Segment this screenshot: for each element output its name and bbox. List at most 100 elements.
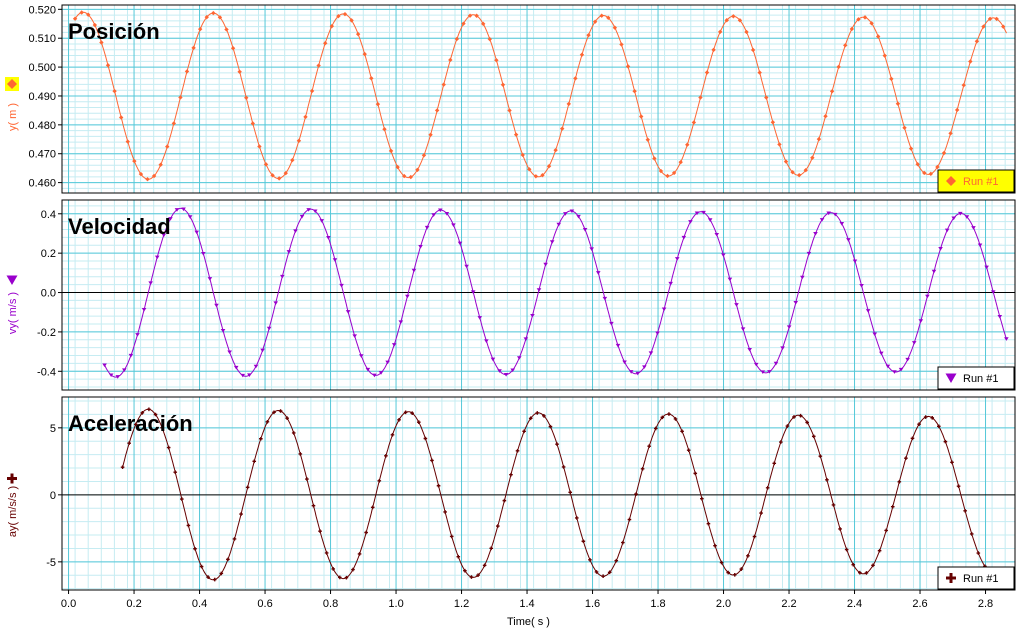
data-point [437, 208, 443, 213]
data-point [852, 259, 858, 264]
data-point [227, 350, 232, 355]
data-point [481, 21, 486, 27]
data-point [628, 370, 634, 374]
data-point [280, 274, 285, 279]
data-point [174, 208, 180, 212]
data-point [211, 10, 216, 16]
data-point [1004, 337, 1009, 341]
data-point [482, 563, 487, 568]
legend-box[interactable] [937, 566, 1015, 590]
data-point [563, 212, 568, 216]
chart-title: Aceleración [68, 411, 193, 436]
data-point [772, 461, 777, 466]
data-point [905, 357, 910, 362]
data-point [474, 13, 479, 18]
data-point [293, 229, 298, 234]
x-tick-label: 0.0 [61, 598, 76, 610]
data-point [240, 373, 246, 378]
legend-box[interactable] [937, 366, 1015, 390]
legend[interactable]: Run #1 [937, 366, 1015, 390]
data-point [461, 21, 466, 26]
data-point [701, 210, 706, 215]
data-point [272, 410, 276, 415]
data-point [430, 458, 434, 463]
data-point [424, 225, 430, 230]
data-point [296, 138, 302, 143]
data-point [779, 440, 783, 444]
data-point [339, 283, 344, 288]
data-point [864, 571, 869, 575]
data-point [943, 439, 948, 444]
data-point [329, 23, 335, 29]
data-point [635, 371, 641, 376]
data-point [805, 420, 809, 425]
data-point [357, 552, 362, 556]
data-point [838, 527, 842, 531]
data-point [851, 562, 856, 567]
data-point [581, 539, 586, 544]
data-point [627, 517, 632, 522]
data-point [207, 277, 213, 281]
data-point [199, 564, 204, 569]
data-point [477, 316, 483, 320]
data-point [621, 540, 625, 545]
legend[interactable]: Run #1 [937, 169, 1015, 193]
data-point [402, 173, 407, 179]
y-tick-label: 0.0 [41, 288, 56, 300]
data-point [746, 554, 750, 558]
data-point [752, 534, 757, 539]
data-point [411, 268, 417, 273]
data-point [232, 537, 237, 541]
legend[interactable]: Run #1 [937, 566, 1015, 590]
y-tick-label: 0.4 [41, 209, 56, 221]
data-point [673, 417, 678, 421]
data-point [935, 164, 940, 170]
data-point [667, 412, 671, 416]
data-point [160, 425, 164, 430]
y-axis-label: vy( m/s ) [7, 292, 19, 334]
data-point [773, 361, 779, 366]
data-point [698, 95, 703, 100]
y-axis-label: ay( m/s/s ) [7, 486, 19, 537]
data-point [602, 296, 608, 301]
y-tick-label: 0.460 [28, 178, 56, 190]
legend-box[interactable] [937, 169, 1015, 193]
y-tick-label: 0.480 [28, 120, 56, 132]
data-point [362, 51, 367, 57]
data-point [862, 15, 868, 20]
data-point [230, 46, 236, 51]
series-run-1 [102, 207, 1009, 379]
legend-label: Run #1 [963, 573, 998, 585]
data-point [214, 303, 219, 308]
legend-label: Run #1 [963, 373, 998, 385]
data-point [72, 16, 78, 21]
data-point [237, 69, 242, 74]
y-tick-label: 0.520 [28, 4, 56, 16]
data-point [355, 31, 361, 37]
data-point [800, 275, 805, 280]
data-point [181, 207, 186, 212]
data-point [403, 410, 408, 415]
data-point [858, 570, 862, 575]
data-point [270, 173, 275, 178]
data-point [826, 211, 831, 216]
data-point [678, 159, 683, 165]
data-point [700, 496, 704, 501]
data-point [865, 309, 871, 313]
x-tick-label: 0.8 [323, 598, 338, 610]
data-point [252, 459, 257, 464]
data-point [180, 497, 184, 501]
data-point [344, 575, 349, 580]
data-point [382, 127, 387, 132]
data-point [898, 367, 904, 372]
data-point [786, 325, 792, 330]
data-point [632, 89, 637, 94]
data-point [463, 568, 467, 573]
data-point [102, 363, 107, 368]
data-point [922, 170, 927, 176]
y-tick-label: -0.4 [37, 366, 56, 378]
data-point [364, 530, 368, 535]
data-point [555, 442, 559, 447]
data-point [747, 347, 752, 352]
x-tick-label: 2.2 [781, 598, 796, 610]
